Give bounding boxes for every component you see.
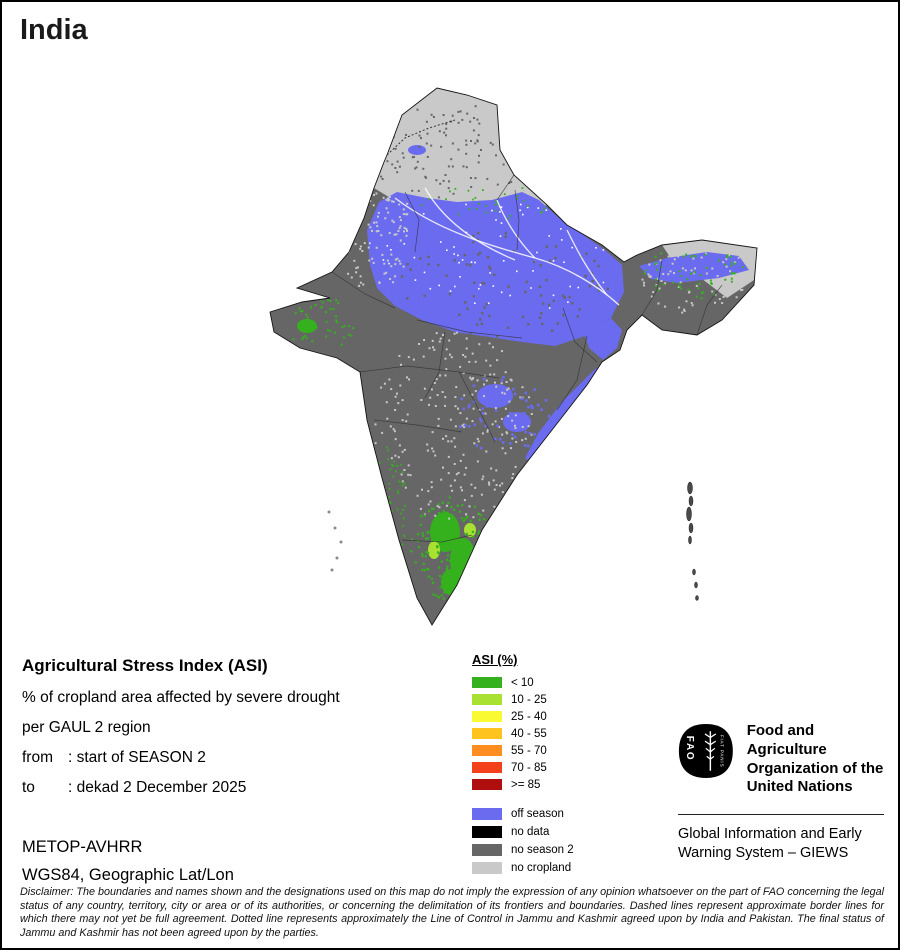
region-no-season2 [270,88,757,625]
period-to: to : dekad 2 December 2025 [22,779,246,797]
legend-row: no cropland [472,859,682,877]
india-landmass [270,88,757,625]
legend-label: 40 - 55 [511,727,547,740]
legend-label: 25 - 40 [511,710,547,723]
legend-row: 55 - 70 [472,742,682,759]
region-off-season-main [367,192,624,346]
legend-label: 55 - 70 [511,744,547,757]
fao-logo-text: FAO [684,736,695,762]
legend-row: 70 - 85 [472,759,682,776]
legend-label: off season [511,808,564,820]
to-label: to [22,779,35,796]
region-no-cropland-north [374,88,547,215]
legend-row: no data [472,823,682,841]
lakshadweep-islands [327,510,343,572]
map-title: India [20,14,88,46]
legend-label: >= 85 [511,778,541,791]
org-name: Food and Agriculture Organization of the… [746,722,884,796]
legend-asi-classes: < 10 10 - 25 25 - 40 40 - 55 55 - 70 70 - 85 >… [472,674,682,793]
legend-categories: off season no data no season 2 no cropland [472,805,682,877]
india-map-svg [269,87,758,626]
legend-swatch [472,677,502,688]
disclaimer-text: Disclaimer: The boundaries and names sho… [20,886,884,940]
legend-title: ASI (%) [472,652,518,667]
legend-swatch [472,844,502,856]
legend-label: no cropland [511,862,572,874]
legend-swatch [472,862,502,874]
legend-label: no data [511,826,550,838]
legend-swatch [472,826,502,838]
legend-label: 70 - 85 [511,761,547,774]
map-legend: ASI (%) < 10 10 - 25 25 - 40 40 - 55 55 - 70… [472,652,682,877]
india-asi-map [267,80,772,652]
fao-logo-motto: FIAT PANIS [720,735,725,768]
legend-swatch [472,711,502,722]
legend-row: < 10 [472,674,682,691]
line-of-control [386,119,456,156]
wheat-leaves-icon [704,733,717,760]
from-value: : start of SEASON 2 [68,749,206,766]
projection-name: WGS84, Geographic Lat/Lon [22,866,234,884]
legend-row: >= 85 [472,776,682,793]
region-off-season-bengal [585,318,622,360]
fao-branding-block: FAO FIAT PANIS Food and Agriculture Orga… [678,720,886,863]
river-lines [394,187,620,306]
legend-swatch [472,779,502,790]
asi-description-1: % of cropland area affected by severe dr… [22,689,340,706]
india-outline [269,87,758,626]
period-from: from : start of SEASON 2 [22,749,206,767]
legend-label: 10 - 25 [511,693,547,706]
legend-label: < 10 [511,676,534,689]
andaman-nicobar-islands [686,481,699,601]
legend-row: 25 - 40 [472,708,682,725]
legend-swatch [472,694,502,705]
asi-heading: Agricultural Stress Index (ASI) [22,656,268,675]
legend-row: 10 - 25 [472,691,682,708]
from-label: from [22,749,53,766]
sensor-name: METOP-AVHRR [22,838,143,856]
legend-row: off season [472,805,682,823]
legend-swatch [472,745,502,756]
legend-label: no season 2 [511,844,574,856]
giews-program-name: Global Information and Early Warning Sys… [678,826,862,861]
branding-divider [678,814,884,815]
legend-row: 40 - 55 [472,725,682,742]
asi-description-2: per GAUL 2 region [22,719,151,736]
to-value: : dekad 2 December 2025 [68,779,247,796]
legend-swatch [472,728,502,739]
legend-swatch [472,762,502,773]
legend-swatch [472,808,502,820]
fao-logo: FAO FIAT PANIS [678,724,733,778]
legend-row: no season 2 [472,841,682,859]
admin-boundaries [331,174,723,543]
